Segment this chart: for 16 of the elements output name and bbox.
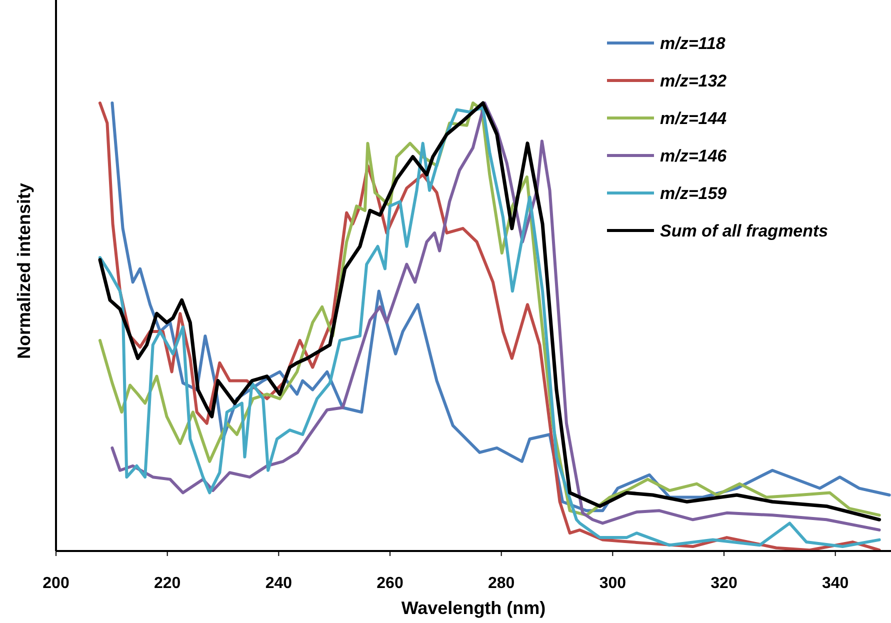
x-tick-label: 220	[154, 575, 181, 592]
x-tick-label: 340	[822, 575, 849, 592]
x-tick-label: 300	[599, 575, 626, 592]
legend-label: Sum of all fragments	[660, 222, 828, 240]
x-tick-label: 240	[265, 575, 292, 592]
legend-label: m/z=132	[660, 72, 728, 90]
legend-label: m/z=118	[660, 34, 726, 53]
x-tick-label: 200	[42, 575, 70, 592]
x-tick-label: 260	[376, 575, 404, 592]
legend-label: m/z=159	[660, 184, 728, 203]
y-axis-title: Normalized intensity	[14, 182, 34, 360]
legend-label: m/z=144	[660, 109, 728, 128]
x-tick-label: 280	[488, 575, 515, 592]
legend-label: m/z=146	[660, 146, 728, 166]
x-tick-label: 320	[710, 575, 738, 592]
x-axis-title: Wavelength (nm)	[401, 598, 546, 618]
